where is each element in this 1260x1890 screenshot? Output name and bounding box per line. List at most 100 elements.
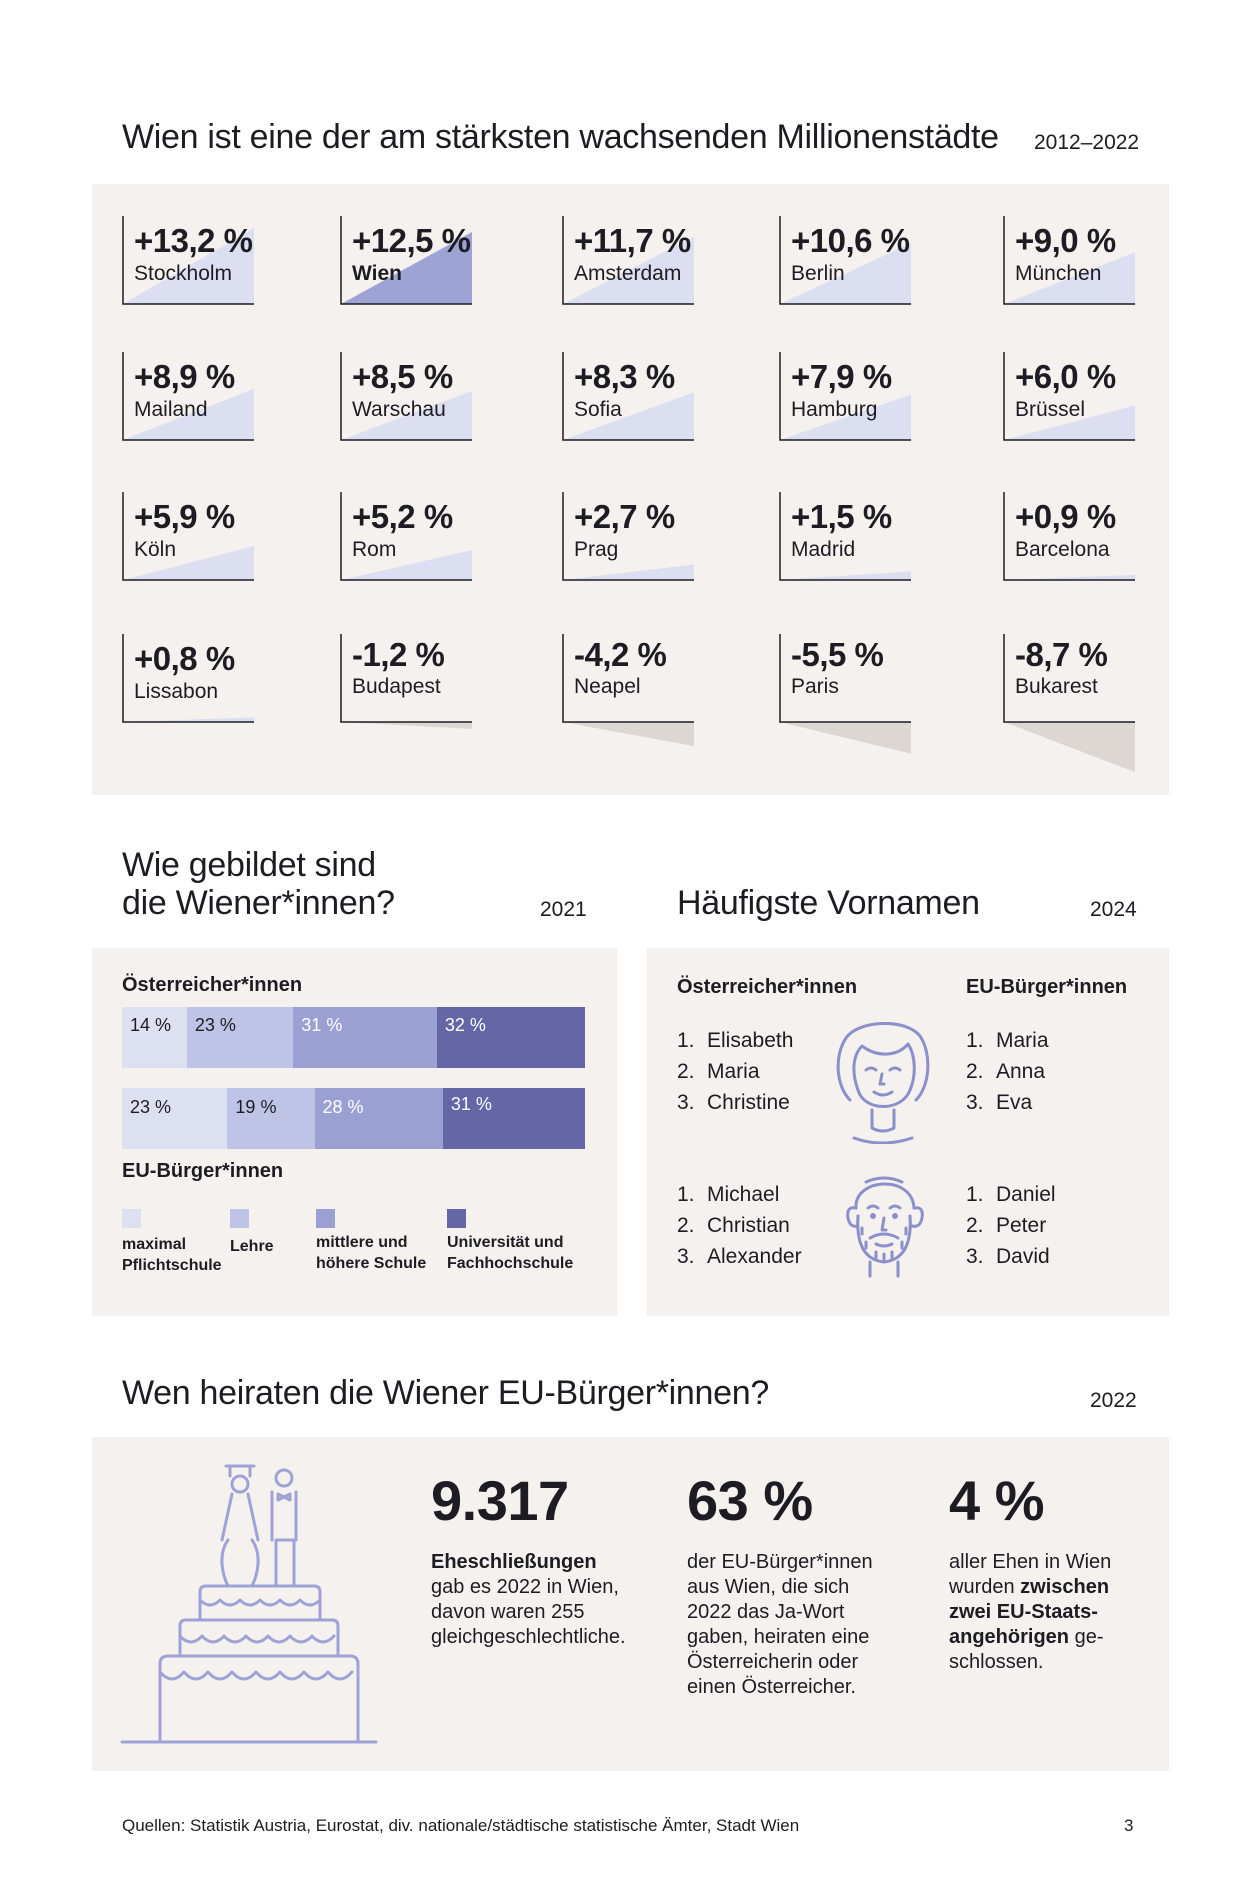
- city-growth-value: +5,2 %: [352, 498, 453, 535]
- stat-marriages-bold: Eheschließungen: [431, 1551, 597, 1573]
- name-text: Maria: [707, 1060, 760, 1083]
- list-item: 3. Christine: [677, 1087, 793, 1118]
- city-name: Stockholm: [134, 262, 233, 285]
- tile-axis: [340, 216, 472, 305]
- name-text: David: [996, 1245, 1050, 1268]
- tile-axis: [1003, 492, 1135, 581]
- growth-marker: [340, 634, 472, 729]
- tile-axis: [1003, 634, 1135, 723]
- city-name: Berlin: [791, 262, 845, 285]
- stat-both-eu-post: ge-schlossen.: [949, 1626, 1104, 1673]
- city-growth-value: +9,0 %: [1015, 222, 1116, 259]
- name-text: Elisabeth: [707, 1029, 794, 1052]
- city-growth-value: +8,3 %: [574, 358, 675, 395]
- stat-marriages-text: Eheschließungen gab es 2022 in Wien, dav…: [431, 1550, 651, 1650]
- stat-both-eu-pre: aller Ehen in Wien wurden: [949, 1551, 1112, 1598]
- decline-wedge: [1004, 722, 1135, 773]
- marriage-title: Wen heiraten die Wiener EU-Bürger*innen?: [122, 1374, 769, 1412]
- tile-axis: [779, 216, 911, 305]
- tile-axis: [562, 216, 694, 305]
- legend-label-1-line1: maximal: [122, 1236, 187, 1253]
- city-tile-budapest: -1,2 % Budapest: [340, 634, 472, 729]
- education-group-at: Österreicher*innen: [122, 974, 303, 996]
- legend-swatch-4: [447, 1209, 466, 1228]
- legend-label-2: Lehre: [230, 1236, 274, 1257]
- city-growth-value: +0,9 %: [1015, 498, 1116, 535]
- city-tile-bukarest: -8,7 % Bukarest: [1003, 634, 1135, 773]
- legend-label-4-line1: Universität und: [447, 1234, 564, 1251]
- list-number: 2.: [677, 1214, 695, 1237]
- list-item: 2. Anna: [966, 1056, 1049, 1087]
- names-panel: [647, 948, 1169, 1316]
- city-name: Köln: [134, 538, 177, 561]
- name-text: Christine: [707, 1091, 790, 1114]
- growth-wedge: [123, 228, 254, 304]
- list-item: 1. Michael: [677, 1179, 802, 1210]
- city-name: Hamburg: [791, 398, 878, 421]
- city-growth-value: +8,9 %: [134, 358, 235, 395]
- city-growth-value: +10,6 %: [791, 222, 910, 259]
- city-name: Wien: [352, 262, 402, 285]
- name-text: Maria: [996, 1029, 1049, 1052]
- tile-axis: [340, 492, 472, 581]
- growth-marker: [122, 634, 254, 723]
- list-number: 1.: [677, 1183, 695, 1206]
- legend-swatch-2: [230, 1209, 249, 1228]
- city-name: Brüssel: [1015, 398, 1086, 421]
- name-text: Peter: [996, 1214, 1047, 1237]
- legend-label-1: maximal Pflichtschule: [122, 1234, 222, 1276]
- city-name: Mailand: [134, 398, 208, 421]
- education-bar-eu: 23 % 19 % 28 % 31 %: [122, 1088, 585, 1149]
- city-name: Paris: [791, 675, 839, 698]
- growth-wedge: [780, 394, 911, 440]
- city-growth-value: +12,5 %: [352, 222, 471, 259]
- page-number: 3: [1124, 1816, 1134, 1835]
- decline-wedge: [780, 722, 911, 754]
- growth-marker: [1003, 216, 1135, 305]
- growth-wedge: [1004, 405, 1135, 440]
- names-col-eu: EU-Bürger*innen: [966, 976, 1128, 998]
- list-number: 3.: [966, 1091, 984, 1114]
- legend-label-3: mittlere und höhere Schule: [316, 1232, 426, 1274]
- city-growth-value: -4,2 %: [574, 636, 667, 673]
- stat-eu-share-value: 63 %: [687, 1469, 813, 1532]
- city-name: Sofia: [574, 398, 622, 421]
- education-bar-at-seg-4: 32 %: [436, 1007, 585, 1068]
- female-face-icon: [836, 1022, 930, 1144]
- male-names-at: 1. Michael 2. Christian 3. Alexander: [677, 1179, 802, 1272]
- list-number: 1.: [677, 1029, 695, 1052]
- city-growth-value: +0,8 %: [134, 640, 235, 677]
- city-name: Amsterdam: [574, 262, 682, 285]
- education-bar-eu-seg-4: 31 %: [442, 1088, 585, 1149]
- growth-marker: [122, 352, 254, 441]
- education-bar-eu-seg-2: 19 %: [227, 1088, 315, 1149]
- city-tile-münchen: +9,0 % München: [1003, 216, 1135, 305]
- tile-axis: [779, 634, 911, 723]
- list-number: 2.: [677, 1060, 695, 1083]
- list-number: 1.: [966, 1183, 984, 1206]
- city-tile-köln: +5,9 % Köln: [122, 492, 254, 581]
- legend-label-3-line2: höhere Schule: [316, 1255, 427, 1272]
- legend-label-1-line2: Pflichtschule: [122, 1257, 222, 1274]
- education-bar-eu-seg-1: 23 %: [122, 1088, 228, 1149]
- stat-both-eu-value: 4 %: [949, 1469, 1045, 1532]
- growth-title: Wien ist eine der am stärksten wachsende…: [122, 118, 999, 156]
- name-text: Eva: [996, 1091, 1033, 1114]
- growth-marker: [562, 352, 694, 441]
- city-growth-value: +13,2 %: [134, 222, 253, 259]
- city-growth-value: +6,0 %: [1015, 358, 1116, 395]
- growth-wedge: [123, 388, 254, 440]
- tile-axis: [122, 216, 254, 305]
- growth-marker: [1003, 492, 1135, 581]
- city-name: Warschau: [352, 398, 446, 421]
- growth-wedge: [780, 571, 911, 580]
- stat-marriages-rest: gab es 2022 in Wien, davon waren 255 gle…: [431, 1576, 626, 1648]
- growth-marker: [122, 216, 254, 305]
- name-text: Daniel: [996, 1183, 1056, 1206]
- female-names-at: 1. Elisabeth 2. Maria 3. Christine: [677, 1025, 793, 1118]
- tile-axis: [562, 492, 694, 581]
- growth-wedge: [1004, 574, 1135, 580]
- city-growth-value: +2,7 %: [574, 498, 675, 535]
- names-title: Häufigste Vornamen: [677, 884, 980, 922]
- legend-label-4-line2: Fachhochschule: [447, 1255, 574, 1272]
